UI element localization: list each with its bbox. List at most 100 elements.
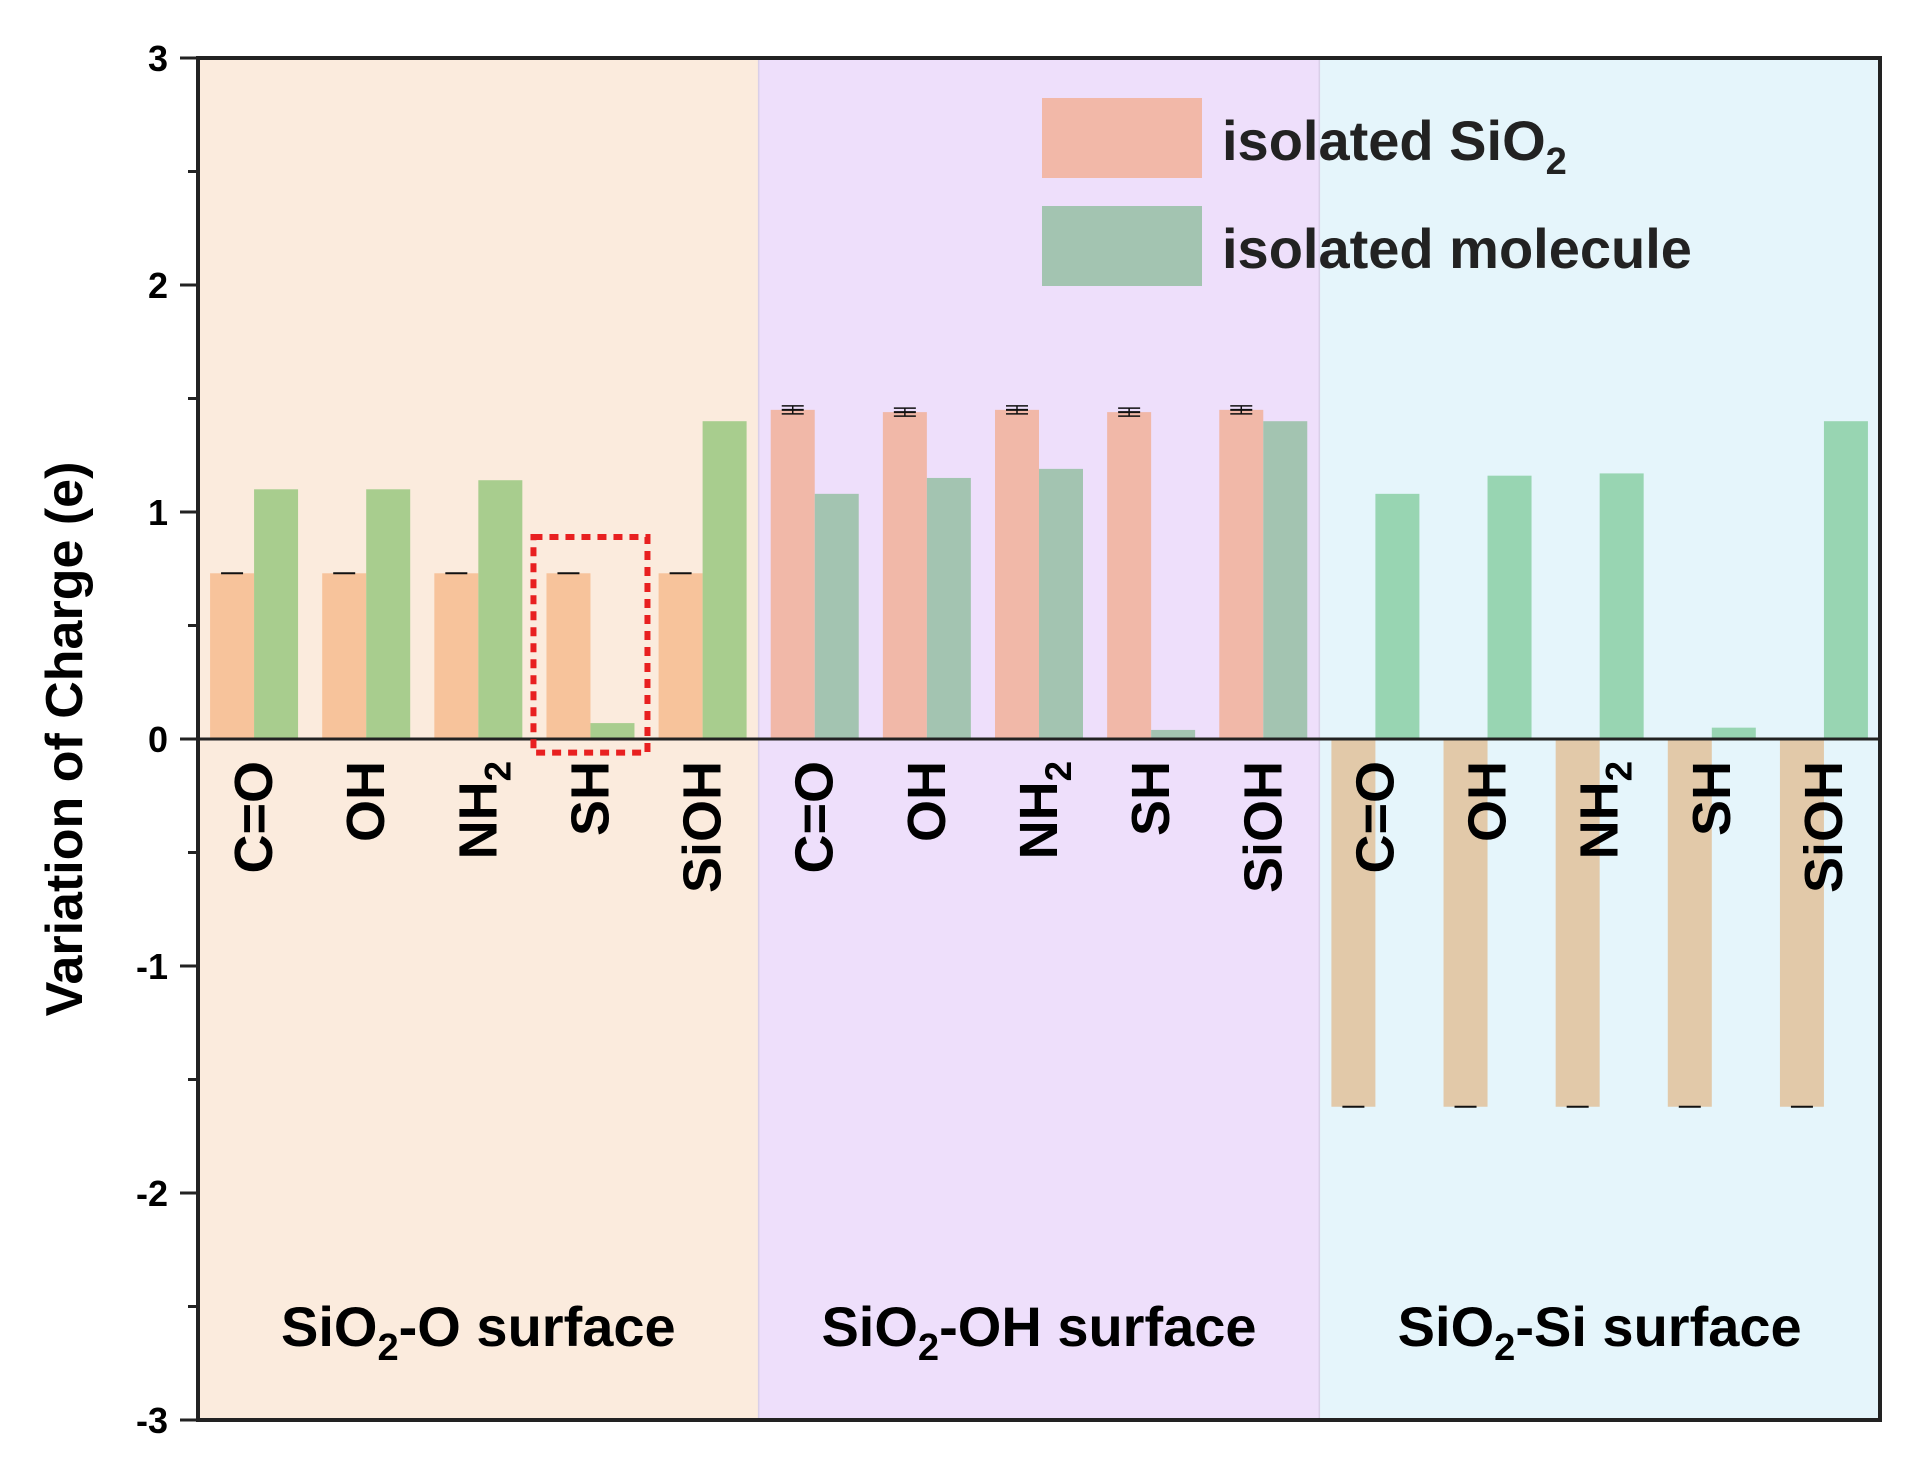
region-label-text: SiO <box>821 1295 917 1358</box>
bar-isolated-sio2 <box>1667 739 1712 1107</box>
category-label-text: C=O <box>1345 761 1405 874</box>
bar-isolated-molecule <box>702 421 747 739</box>
bar-isolated-molecule <box>1151 729 1196 739</box>
bar-isolated-molecule <box>1711 727 1756 739</box>
y-tick-label: 3 <box>148 38 168 79</box>
y-tick-label: 2 <box>148 265 168 306</box>
category-label: SiOH <box>1233 761 1293 893</box>
error-bar <box>893 407 916 417</box>
region-label: SiO2-Si surface <box>1398 1295 1802 1369</box>
y-axis: -3 -2 -1 0 1 2 3 <box>136 38 198 1441</box>
bar-isolated-molecule <box>1039 468 1083 739</box>
category-label-text: SH <box>1682 761 1742 836</box>
category-label: SH <box>1121 761 1181 836</box>
category-label-text: OH <box>897 761 957 842</box>
region-label: SiO2-O surface <box>281 1295 676 1369</box>
category-label-text: C=O <box>785 761 845 874</box>
category-label: C=O <box>1345 761 1405 874</box>
category-label-text: SiOH <box>1233 761 1293 893</box>
region-label-text: -Si surface <box>1515 1295 1801 1358</box>
legend: isolated SiO2 isolated molecule <box>1042 98 1692 286</box>
bar-isolated-molecule <box>366 489 411 739</box>
error-bar <box>1006 405 1028 415</box>
region-label-text: -OH surface <box>939 1295 1256 1358</box>
bar-isolated-sio2 <box>995 409 1039 739</box>
region-label-text: -O surface <box>399 1295 676 1358</box>
bar-isolated-sio2 <box>1331 739 1376 1107</box>
region-label-text: SiO <box>1398 1295 1494 1358</box>
category-label-text: SiOH <box>1794 761 1854 893</box>
bar-isolated-sio2 <box>546 573 591 739</box>
bar-isolated-molecule <box>1599 473 1644 739</box>
y-tick-label: -2 <box>136 1173 168 1214</box>
category-label: SH <box>560 761 620 836</box>
error-bars <box>221 405 1813 1108</box>
bars <box>210 409 1868 1107</box>
bar-isolated-sio2 <box>1443 739 1488 1107</box>
bar-isolated-sio2 <box>658 573 703 739</box>
category-label-text: NH <box>1009 781 1069 859</box>
category-label-subscript: 2 <box>477 761 518 781</box>
category-label: C=O <box>224 761 284 874</box>
bar-isolated-molecule <box>1375 493 1420 739</box>
category-label: SH <box>1682 761 1742 836</box>
y-tick-label: -3 <box>136 1400 168 1441</box>
y-tick-label: 1 <box>148 492 168 533</box>
region-label-subscript: 2 <box>377 1327 398 1369</box>
category-label-text: OH <box>336 761 396 842</box>
category-label: NH2 <box>1009 761 1079 859</box>
y-tick-label: 0 <box>148 719 168 760</box>
bar-isolated-molecule <box>254 489 299 739</box>
category-label-text: NH <box>1570 781 1630 859</box>
bar-isolated-molecule <box>1823 421 1868 739</box>
error-bar <box>781 405 804 415</box>
bar-isolated-molecule <box>926 477 971 739</box>
bar-isolated-sio2 <box>882 412 927 739</box>
error-bar <box>1230 405 1253 415</box>
category-label: NH2 <box>448 761 518 859</box>
legend-label: isolated SiO2 <box>1222 109 1567 183</box>
category-label: C=O <box>785 761 845 874</box>
legend-label-text: isolated SiO <box>1222 109 1546 172</box>
region-label-text: SiO <box>281 1295 377 1358</box>
legend-label-text: isolated molecule <box>1222 217 1692 280</box>
legend-swatch <box>1042 98 1202 178</box>
error-bar <box>1118 407 1141 417</box>
bar-isolated-molecule <box>1487 475 1532 739</box>
category-label: OH <box>897 761 957 842</box>
highlight-box <box>530 533 651 756</box>
category-label: SiOH <box>1794 761 1854 893</box>
bar-isolated-sio2 <box>770 409 815 739</box>
legend-label: isolated molecule <box>1222 217 1692 280</box>
category-label-subscript: 2 <box>1038 761 1079 781</box>
bar-isolated-sio2 <box>1107 412 1152 739</box>
category-label: SiOH <box>673 761 733 893</box>
category-label-text: SH <box>560 761 620 836</box>
category-label: OH <box>336 761 396 842</box>
bar-isolated-molecule <box>1263 421 1308 739</box>
region-label-subscript: 2 <box>1494 1327 1515 1369</box>
legend-label-subscript: 2 <box>1546 141 1567 183</box>
bar-isolated-sio2 <box>1555 739 1600 1107</box>
category-label-text: SH <box>1121 761 1181 836</box>
region-label-subscript: 2 <box>918 1327 939 1369</box>
category-label-text: OH <box>1458 761 1518 842</box>
highlight-boxes <box>530 533 651 756</box>
bar-isolated-molecule <box>478 480 523 739</box>
category-label-text: C=O <box>224 761 284 874</box>
bar-isolated-sio2 <box>1219 409 1264 739</box>
category-label: NH2 <box>1570 761 1640 859</box>
bar-isolated-molecule <box>590 723 635 739</box>
legend-swatch <box>1042 206 1202 286</box>
category-label-text: NH <box>448 781 508 859</box>
category-label-text: SiOH <box>673 761 733 893</box>
bar-isolated-sio2 <box>1779 739 1824 1107</box>
region-labels: SiO2-O surface SiO2-OH surface SiO2-Si sur… <box>281 1295 1802 1369</box>
bar-isolated-molecule <box>814 493 859 739</box>
region-label: SiO2-OH surface <box>821 1295 1256 1369</box>
bar-isolated-sio2 <box>210 573 255 739</box>
category-label: OH <box>1458 761 1518 842</box>
bar-isolated-sio2 <box>434 573 479 739</box>
bar-isolated-sio2 <box>322 573 367 739</box>
